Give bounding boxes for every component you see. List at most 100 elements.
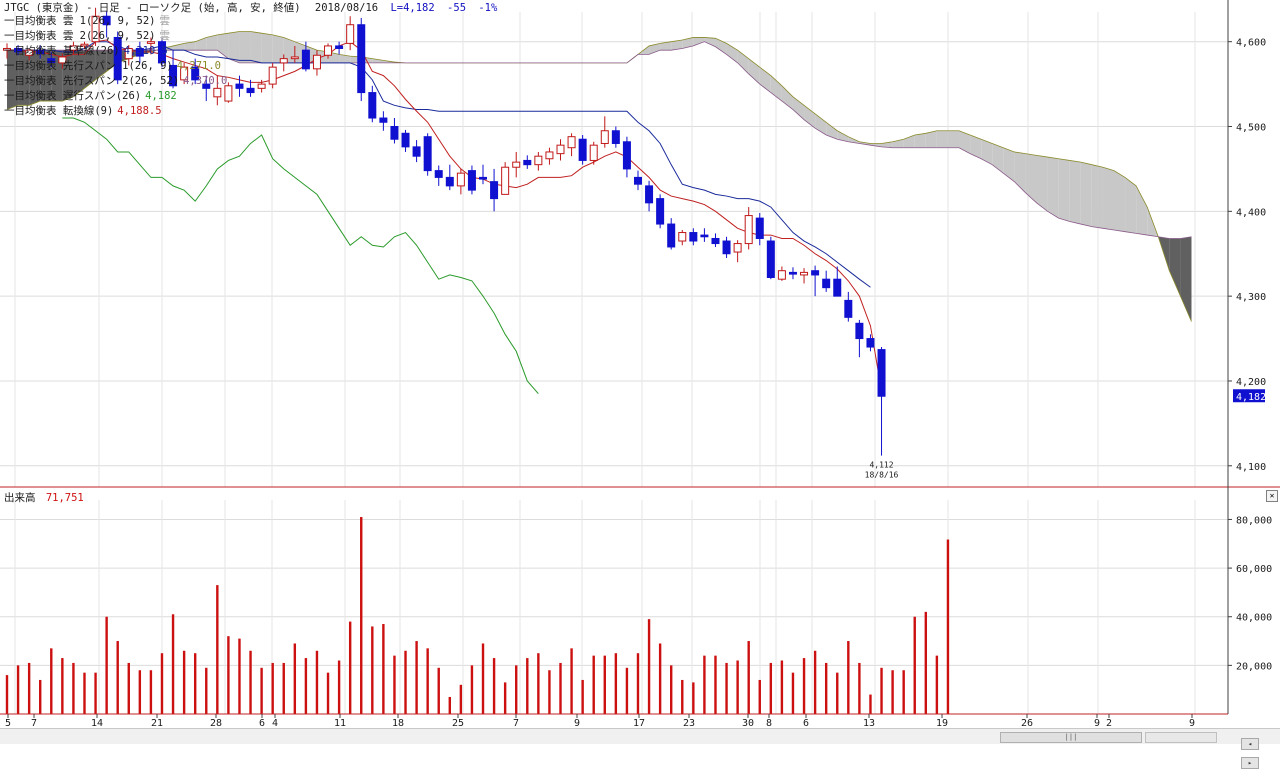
scrollbar-range[interactable] bbox=[1145, 732, 1217, 743]
ichimoku-cloud-segment bbox=[1003, 147, 1015, 182]
ichimoku-cloud-segment bbox=[959, 130, 971, 154]
legend-label: 一目均衡表 雲 2(26, 9, 52) bbox=[4, 30, 156, 42]
legend-label: 一目均衡表 基準線(26) bbox=[4, 45, 120, 57]
candle-up bbox=[69, 45, 78, 51]
candle-down bbox=[401, 132, 410, 148]
candle-down bbox=[722, 240, 731, 255]
header-change-pct: -1% bbox=[478, 2, 498, 14]
scrollbar-thumb[interactable]: ||| bbox=[1000, 732, 1142, 743]
ichimoku-cloud-segment bbox=[970, 134, 982, 159]
candle-up bbox=[312, 54, 321, 70]
ichimoku-cloud-segment bbox=[660, 41, 672, 51]
header-last-price: L=4,182 bbox=[390, 2, 435, 14]
volume-bar bbox=[636, 653, 640, 714]
volume-bar bbox=[382, 624, 385, 714]
ichimoku-cloud-segment bbox=[936, 130, 948, 148]
zoom-in-button[interactable]: ▸ bbox=[1241, 757, 1259, 769]
candle-up bbox=[25, 49, 34, 56]
low-price-annotation: 4,112 bbox=[869, 461, 893, 470]
volume-bar bbox=[824, 662, 828, 714]
legend-label: 一目均衡表 先行スパン 1(26, 9) bbox=[4, 60, 173, 72]
ichimoku-cloud-segment bbox=[925, 130, 937, 148]
ichimoku-cloud-segment bbox=[95, 50, 107, 80]
volume-bar bbox=[470, 665, 474, 714]
time-axis-label: 6 bbox=[259, 718, 265, 728]
candle-down bbox=[578, 138, 587, 161]
candle-down bbox=[246, 87, 255, 94]
candle-up bbox=[224, 85, 233, 102]
volume-bar bbox=[714, 655, 717, 714]
legend-entry[interactable]: 一目均衡表 遅行スパン(26) 4,182 bbox=[4, 90, 177, 102]
candle-down bbox=[301, 49, 310, 70]
ichimoku-cloud-segment bbox=[84, 50, 96, 89]
candle-down bbox=[866, 338, 875, 348]
volume-label: 出来高 bbox=[4, 492, 36, 504]
current-price-marker bbox=[1233, 389, 1265, 403]
ichimoku-cloud-segment bbox=[372, 58, 384, 63]
volume-value: 71,751 bbox=[45, 492, 84, 504]
candle-down bbox=[877, 349, 886, 397]
candle-down bbox=[766, 240, 775, 278]
ichimoku-cloud-segment bbox=[1080, 162, 1092, 227]
candle-down bbox=[379, 117, 388, 123]
volume-bar bbox=[625, 667, 629, 714]
volume-bar bbox=[116, 641, 119, 714]
legend-entry[interactable]: 一目均衡表 転換線(9) 4,188.5 bbox=[4, 105, 162, 117]
legend-entry[interactable]: 一目均衡表 雲 2(26, 9, 52) 雲 bbox=[4, 30, 170, 42]
price-axis-label: 4,100 bbox=[1236, 462, 1266, 473]
time-axis-label: 23 bbox=[683, 718, 695, 728]
legend-entry[interactable]: 一目均衡表 先行スパン 2(26, 52) 4,370.0 bbox=[4, 75, 227, 87]
volume-bar bbox=[171, 614, 175, 714]
candle-down bbox=[633, 176, 642, 185]
legend-label: 一目均衡表 雲 1(26, 9, 52) bbox=[4, 15, 156, 27]
volume-axis-label: 40,000 bbox=[1236, 613, 1272, 624]
legend-entry[interactable]: 一目均衡表 基準線(26) 4,310.5 bbox=[4, 45, 168, 57]
ichimoku-cloud-segment bbox=[671, 39, 683, 51]
volume-bar bbox=[703, 655, 706, 714]
candle-up bbox=[567, 136, 576, 149]
volume-bar bbox=[227, 636, 230, 714]
time-axis-label: 13 bbox=[863, 718, 875, 728]
legend-value: 4,271.0 bbox=[176, 60, 222, 72]
volume-bar bbox=[39, 679, 42, 714]
legend-value: 4,370.0 bbox=[183, 75, 228, 87]
chart-canvas[interactable]: 4,600 4,500 4,400 4,300 4,200 4,100 80,000 60,0… bbox=[0, 0, 1280, 728]
volume-bar bbox=[747, 641, 750, 714]
candle-up bbox=[456, 172, 465, 187]
candle-down bbox=[412, 146, 421, 157]
low-date-annotation: 18/8/16 bbox=[865, 471, 899, 480]
volume-bar bbox=[902, 670, 905, 714]
candle-up bbox=[91, 15, 100, 43]
volume-bar bbox=[426, 648, 429, 714]
volume-bar bbox=[481, 643, 485, 714]
volume-bar bbox=[913, 616, 916, 714]
candle-down bbox=[479, 176, 488, 180]
candle-up bbox=[146, 41, 155, 44]
horizontal-scrollbar[interactable]: ||| ◂ ▸ bbox=[0, 728, 1280, 769]
volume-panel-close-button[interactable]: ✕ bbox=[1266, 490, 1278, 502]
volume-bar bbox=[503, 682, 507, 714]
volume-bar bbox=[193, 653, 197, 714]
volume-bar bbox=[404, 650, 407, 714]
current-price-label: 4,182 bbox=[1236, 392, 1266, 403]
candle-down bbox=[335, 45, 344, 49]
volume-bar bbox=[758, 679, 761, 714]
ichimoku-cloud-segment bbox=[649, 43, 661, 55]
time-axis-label: 4 bbox=[272, 718, 278, 728]
candle-down bbox=[656, 198, 665, 225]
ichimoku-cloud-segment bbox=[682, 37, 694, 49]
candle-down bbox=[755, 217, 764, 239]
volume-bar bbox=[238, 638, 241, 714]
legend-entry[interactable]: 一目均衡表 先行スパン 1(26, 9) 4,271.0 bbox=[4, 60, 221, 72]
legend-value: 4,310.5 bbox=[123, 45, 168, 57]
time-axis-label: 28 bbox=[210, 718, 222, 728]
time-axis-label: 8 bbox=[766, 718, 772, 728]
zoom-out-button[interactable]: ◂ bbox=[1241, 738, 1259, 750]
candle-down bbox=[822, 278, 831, 289]
volume-bar bbox=[393, 655, 396, 714]
legend-entry[interactable]: 一目均衡表 雲 1(26, 9, 52) 雲 bbox=[4, 15, 170, 27]
volume-bar bbox=[138, 670, 142, 714]
volume-bar bbox=[16, 665, 20, 714]
candle-up bbox=[501, 166, 510, 195]
chikou-span-line bbox=[62, 117, 539, 395]
